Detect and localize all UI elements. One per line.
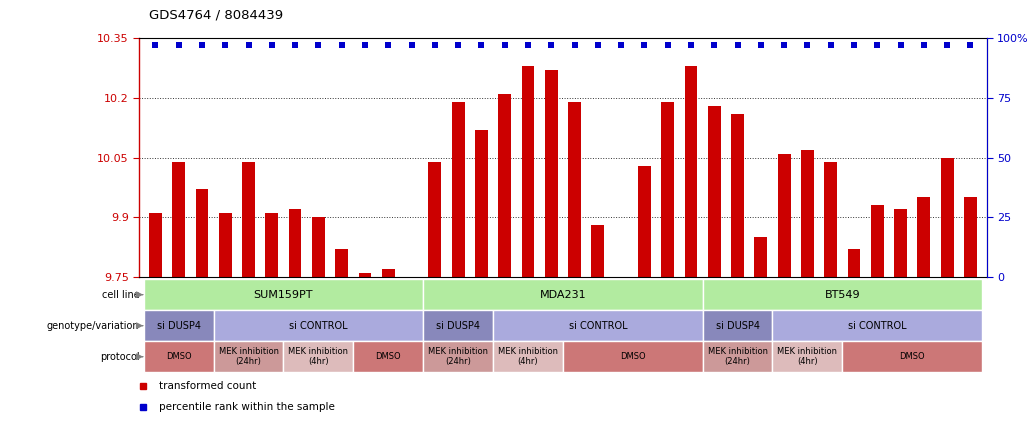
Text: protocol: protocol xyxy=(100,352,139,362)
Text: percentile rank within the sample: percentile rank within the sample xyxy=(159,402,335,412)
Bar xyxy=(213,310,423,341)
Bar xyxy=(218,213,232,277)
Bar xyxy=(569,102,581,277)
Bar xyxy=(801,150,814,277)
Bar xyxy=(778,154,791,277)
Text: MDA231: MDA231 xyxy=(540,290,586,299)
Text: genotype/variation: genotype/variation xyxy=(47,321,139,331)
Bar xyxy=(423,279,702,310)
Bar xyxy=(848,249,860,277)
Bar xyxy=(475,130,488,277)
Text: DMSO: DMSO xyxy=(166,352,192,361)
Bar xyxy=(423,310,493,341)
Bar xyxy=(731,114,744,277)
Bar xyxy=(615,277,627,423)
Text: si CONTROL: si CONTROL xyxy=(289,321,348,331)
Text: MEK inhibition
(24hr): MEK inhibition (24hr) xyxy=(428,347,488,366)
Text: SUM159PT: SUM159PT xyxy=(253,290,313,299)
Bar xyxy=(499,94,511,277)
Bar xyxy=(144,279,423,310)
Text: DMSO: DMSO xyxy=(375,352,401,361)
Bar xyxy=(521,66,535,277)
Text: DMSO: DMSO xyxy=(899,352,925,361)
Bar xyxy=(638,165,651,277)
Bar xyxy=(358,273,372,277)
Bar xyxy=(843,341,982,372)
Bar xyxy=(702,341,772,372)
Bar xyxy=(702,310,772,341)
Bar xyxy=(428,162,441,277)
Bar xyxy=(562,341,702,372)
Bar xyxy=(149,213,162,277)
Text: DMSO: DMSO xyxy=(620,352,646,361)
Bar xyxy=(702,279,982,310)
Text: MEK inhibition
(24hr): MEK inhibition (24hr) xyxy=(708,347,767,366)
Bar xyxy=(894,209,907,277)
Text: MEK inhibition
(4hr): MEK inhibition (4hr) xyxy=(497,347,558,366)
Bar xyxy=(335,249,348,277)
Text: MEK inhibition
(24hr): MEK inhibition (24hr) xyxy=(218,347,278,366)
Bar xyxy=(382,269,394,277)
Bar xyxy=(685,66,697,277)
Bar xyxy=(144,341,213,372)
Bar xyxy=(708,106,721,277)
Bar xyxy=(545,70,557,277)
Bar xyxy=(266,213,278,277)
Bar xyxy=(754,237,767,277)
Bar xyxy=(964,198,976,277)
Bar xyxy=(591,225,605,277)
Bar xyxy=(353,341,423,372)
Bar xyxy=(172,162,185,277)
Text: transformed count: transformed count xyxy=(159,381,255,391)
Text: si DUSP4: si DUSP4 xyxy=(716,321,759,331)
Bar xyxy=(144,310,213,341)
Text: si CONTROL: si CONTROL xyxy=(848,321,906,331)
Bar xyxy=(288,209,302,277)
Bar xyxy=(940,158,954,277)
Bar xyxy=(452,102,465,277)
Bar xyxy=(213,341,283,372)
Text: MEK inhibition
(4hr): MEK inhibition (4hr) xyxy=(288,347,348,366)
Bar xyxy=(242,162,254,277)
Bar xyxy=(283,341,353,372)
Bar xyxy=(772,310,982,341)
Bar xyxy=(312,217,324,277)
Text: GDS4764 / 8084439: GDS4764 / 8084439 xyxy=(149,8,283,21)
Bar xyxy=(824,162,837,277)
Text: cell line: cell line xyxy=(102,290,139,299)
Text: si CONTROL: si CONTROL xyxy=(569,321,627,331)
Bar xyxy=(493,341,562,372)
Text: si DUSP4: si DUSP4 xyxy=(436,321,480,331)
Bar xyxy=(196,190,208,277)
Bar xyxy=(871,206,884,277)
Bar xyxy=(918,198,930,277)
Bar xyxy=(661,102,674,277)
Text: BT549: BT549 xyxy=(825,290,860,299)
Text: si DUSP4: si DUSP4 xyxy=(157,321,201,331)
Bar xyxy=(423,341,493,372)
Bar xyxy=(772,341,843,372)
Bar xyxy=(493,310,702,341)
Text: MEK inhibition
(4hr): MEK inhibition (4hr) xyxy=(778,347,837,366)
